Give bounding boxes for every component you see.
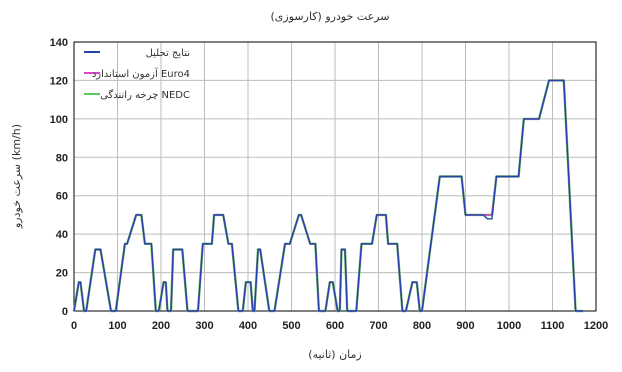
series-line-0: [73, 79, 583, 312]
x-tick-label: 100: [108, 320, 126, 332]
x-tick-label: 0: [71, 320, 77, 332]
legend-label: نتایج تحلیل: [146, 48, 190, 59]
x-tick-label: 500: [282, 320, 300, 332]
x-tick-label: 1100: [541, 320, 565, 332]
legend-label: چرخه رانندگی NEDC: [100, 89, 190, 101]
y-tick-label: 80: [56, 152, 68, 164]
x-tick-label: 1200: [584, 320, 608, 332]
x-tick-label: 900: [456, 320, 474, 332]
y-tick-label: 140: [50, 37, 68, 49]
x-axis-label: زمان (ثانیه): [308, 348, 361, 361]
grid: [74, 42, 596, 311]
plot-area: [73, 41, 597, 312]
series-layer: [72, 79, 583, 313]
y-tick-label: 60: [56, 191, 68, 203]
x-tick-label: 200: [152, 320, 170, 332]
y-axis-ticks: 0 20 40 60 80 100 120 140: [50, 37, 68, 318]
chart-title: سرعت خودرو (کارسوزی): [271, 10, 390, 23]
y-tick-label: 0: [62, 306, 68, 318]
x-tick-label: 1000: [497, 320, 521, 332]
y-tick-label: 120: [50, 75, 68, 87]
x-tick-label: 800: [413, 320, 431, 332]
y-tick-label: 100: [50, 114, 68, 126]
y-axis-label: سرعت خودرو (km/h): [10, 124, 23, 229]
x-tick-label: 300: [195, 320, 213, 332]
legend: نتایج تحلیل آزمون استاندارد Euro4 چرخه ران…: [84, 48, 190, 101]
y-tick-label: 20: [56, 268, 68, 280]
x-tick-label: 400: [239, 320, 257, 332]
x-axis-ticks: 0 100 200 300 400 500 600 700 800 900 1000 1100 1200: [71, 320, 608, 332]
x-tick-label: 600: [326, 320, 344, 332]
legend-label: آزمون استاندارد Euro4: [92, 67, 190, 80]
y-tick-label: 40: [56, 229, 68, 241]
x-tick-label: 700: [369, 320, 387, 332]
